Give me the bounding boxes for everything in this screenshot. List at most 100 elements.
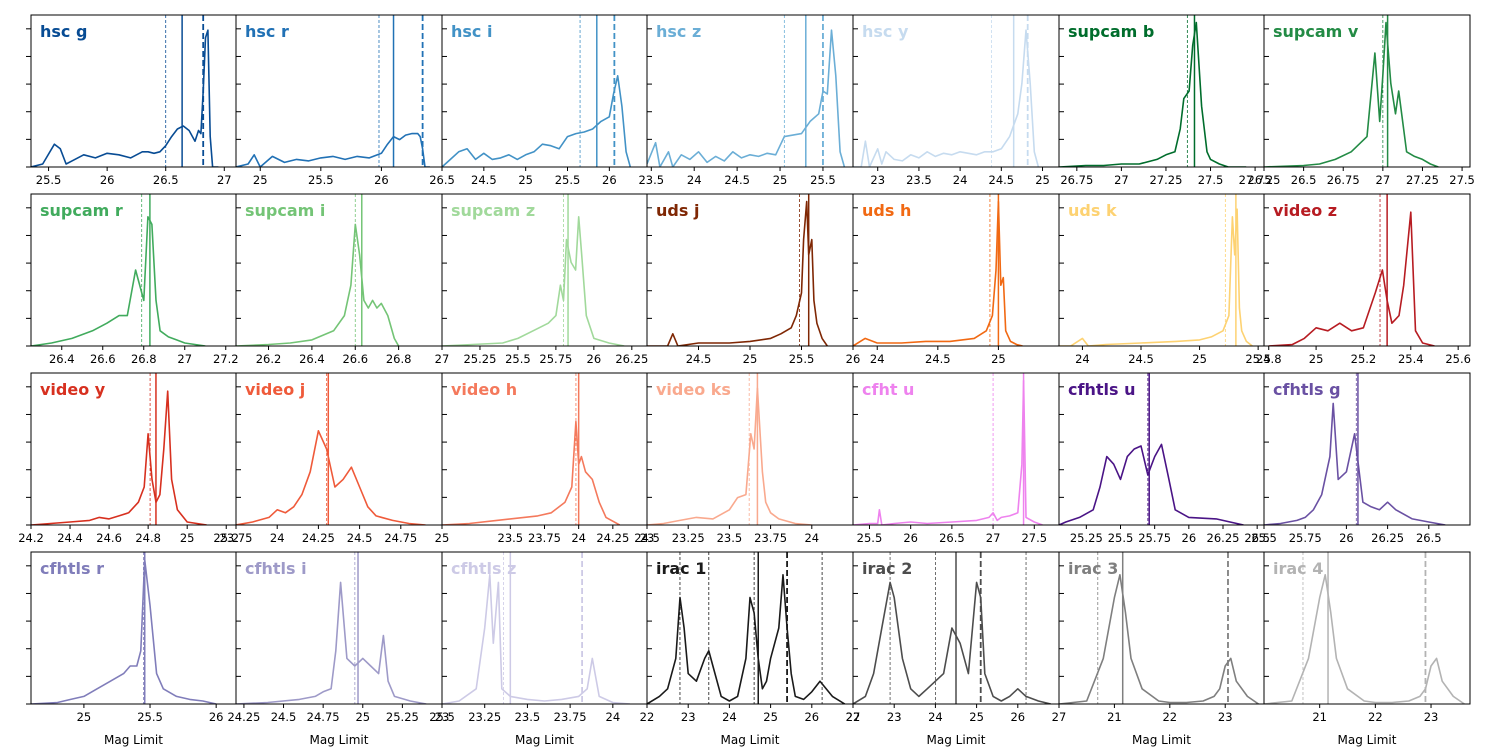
x-axis-label: Mag Limit bbox=[1338, 733, 1397, 747]
axes-frame bbox=[1263, 372, 1471, 526]
x-tick-label: 24.6 bbox=[96, 531, 122, 545]
panel-title: video ks bbox=[656, 380, 731, 399]
x-tick-label: 27 bbox=[1376, 173, 1391, 187]
series-line bbox=[236, 429, 426, 525]
panel-title: cfhtls r bbox=[40, 559, 104, 578]
panel-title: cfhtls i bbox=[245, 559, 307, 578]
x-tick-label: 26.6 bbox=[90, 352, 116, 366]
x-tick-label: 21 bbox=[1107, 710, 1122, 724]
x-tick-label: 22 bbox=[1368, 710, 1383, 724]
series-line bbox=[1059, 208, 1253, 346]
x-tick-label: 23.5 bbox=[515, 710, 541, 724]
series-line bbox=[647, 29, 846, 167]
x-tick-label: 26 bbox=[374, 173, 389, 187]
x-tick-label: 26 bbox=[209, 710, 224, 724]
x-tick-label: 25 bbox=[743, 352, 758, 366]
panel-title: uds j bbox=[656, 201, 699, 220]
x-tick-label: 26.8 bbox=[386, 352, 412, 366]
x-tick-label: 25.2 bbox=[213, 531, 239, 545]
x-tick-label: 26.5 bbox=[939, 531, 965, 545]
x-tick-label: 26.6 bbox=[342, 352, 368, 366]
x-tick-label: 26.8 bbox=[131, 352, 157, 366]
x-tick-label: 27 bbox=[177, 352, 192, 366]
x-tick-label: 25 bbox=[355, 710, 370, 724]
panel-cfhtls-z: 23 23.25 23.5 23.75 24 cfhtls z Mag Limit bbox=[435, 551, 648, 747]
x-tick-label: 27.5 bbox=[1021, 531, 1047, 545]
x-tick-label: 27 bbox=[1052, 710, 1067, 724]
x-tick-label: 23.5 bbox=[638, 173, 664, 187]
x-axis-label: Mag Limit bbox=[104, 733, 163, 747]
x-tick-label: 25.6 bbox=[1445, 352, 1471, 366]
x-axis-label: Mag Limit bbox=[721, 733, 780, 747]
x-tick-label: 25 bbox=[1192, 352, 1207, 366]
panel-supcam-v: 26.25 26.5 26.75 27 27.25 27.5 supcam v bbox=[1248, 14, 1475, 187]
x-tick-label: 24.8 bbox=[135, 531, 161, 545]
x-tick-label: 26.25 bbox=[615, 352, 648, 366]
series-line bbox=[236, 223, 400, 346]
x-tick-label: 24.75 bbox=[307, 710, 340, 724]
x-tick-label: 24.8 bbox=[1256, 352, 1282, 366]
x-tick-label: 24.5 bbox=[471, 173, 497, 187]
x-tick-label: 22 bbox=[640, 710, 655, 724]
panel-hsc-z: 23.5 24 24.5 25 25.5 hsc z bbox=[638, 14, 854, 187]
x-tick-label: 26 bbox=[587, 352, 602, 366]
x-tick-label: 24 bbox=[722, 710, 737, 724]
x-tick-label: 27.5 bbox=[1449, 173, 1475, 187]
x-tick-label: 23.5 bbox=[717, 531, 743, 545]
x-tick-label: 25.5 bbox=[137, 710, 163, 724]
x-tick-label: 23.5 bbox=[906, 173, 932, 187]
x-tick-label: 25 bbox=[1035, 173, 1050, 187]
x-tick-label: 26.75 bbox=[1327, 173, 1360, 187]
panel-title: cfhtls z bbox=[451, 559, 516, 578]
panel-title: supcam z bbox=[451, 201, 535, 220]
series-line bbox=[1264, 573, 1465, 704]
panel-supcam-b: 26.75 27 27.25 27.5 27.75 supcam b bbox=[1058, 14, 1272, 187]
panel-cfhtls-g: 25.5 25.75 26 26.25 26.5 cfhtls g bbox=[1251, 372, 1471, 545]
panel-title: supcam b bbox=[1068, 22, 1154, 41]
series-line bbox=[1268, 211, 1435, 346]
series-line bbox=[31, 29, 219, 167]
series-line bbox=[1059, 443, 1244, 525]
panel-title: supcam v bbox=[1273, 22, 1359, 41]
panel-title: uds h bbox=[862, 201, 911, 220]
panel-title: video z bbox=[1273, 201, 1337, 220]
x-tick-label: 23.75 bbox=[554, 710, 587, 724]
panel-title: supcam i bbox=[245, 201, 325, 220]
x-tick-label: 25.75 bbox=[1289, 531, 1322, 545]
x-tick-label: 22 bbox=[846, 710, 861, 724]
axes-frame bbox=[1263, 551, 1471, 705]
x-tick-label: 23.5 bbox=[498, 531, 524, 545]
series-line bbox=[442, 420, 621, 525]
x-tick-label: 26.25 bbox=[1207, 531, 1240, 545]
panel-title: hsc z bbox=[656, 22, 701, 41]
x-tick-label: 27 bbox=[1114, 173, 1129, 187]
panel-title: cfhtls g bbox=[1273, 380, 1341, 399]
panel-irac-4: 21 22 23 irac 4 Mag Limit bbox=[1263, 551, 1471, 747]
x-tick-label: 27.25 bbox=[1406, 173, 1439, 187]
panel-irac-3: 21 22 23 irac 3 Mag Limit bbox=[1058, 551, 1265, 747]
x-tick-label: 23 bbox=[870, 173, 885, 187]
x-tick-label: 25 bbox=[435, 531, 450, 545]
series-line bbox=[853, 29, 1040, 167]
x-tick-label: 26.5 bbox=[153, 173, 179, 187]
x-tick-label: 26.25 bbox=[1248, 173, 1281, 187]
x-tick-label: 27.2 bbox=[213, 352, 239, 366]
panel-title: video h bbox=[451, 380, 517, 399]
panel-title: hsc g bbox=[40, 22, 87, 41]
series-line bbox=[853, 581, 1051, 704]
x-tick-label: 27.75 bbox=[1239, 173, 1272, 187]
panel-cfhtls-i: 24.25 24.5 24.75 25 25.25 25.5 cfhtls i Mag Lim… bbox=[227, 551, 455, 747]
x-tick-label: 26.4 bbox=[299, 352, 325, 366]
x-tick-label: 26 bbox=[100, 173, 115, 187]
x-tick-label: 25 bbox=[991, 352, 1006, 366]
axes-frame bbox=[1263, 193, 1471, 347]
panel-hsc-i: 24.5 25 25.5 26 hsc i bbox=[441, 14, 648, 187]
x-tick-label: 27.25 bbox=[1149, 173, 1182, 187]
x-tick-label: 25 bbox=[773, 173, 788, 187]
x-tick-label: 24.5 bbox=[724, 173, 750, 187]
x-tick-label: 24 bbox=[804, 531, 819, 545]
x-tick-label: 23 bbox=[887, 710, 902, 724]
x-tick-label: 23 bbox=[640, 531, 655, 545]
x-tick-label: 25.75 bbox=[539, 352, 572, 366]
